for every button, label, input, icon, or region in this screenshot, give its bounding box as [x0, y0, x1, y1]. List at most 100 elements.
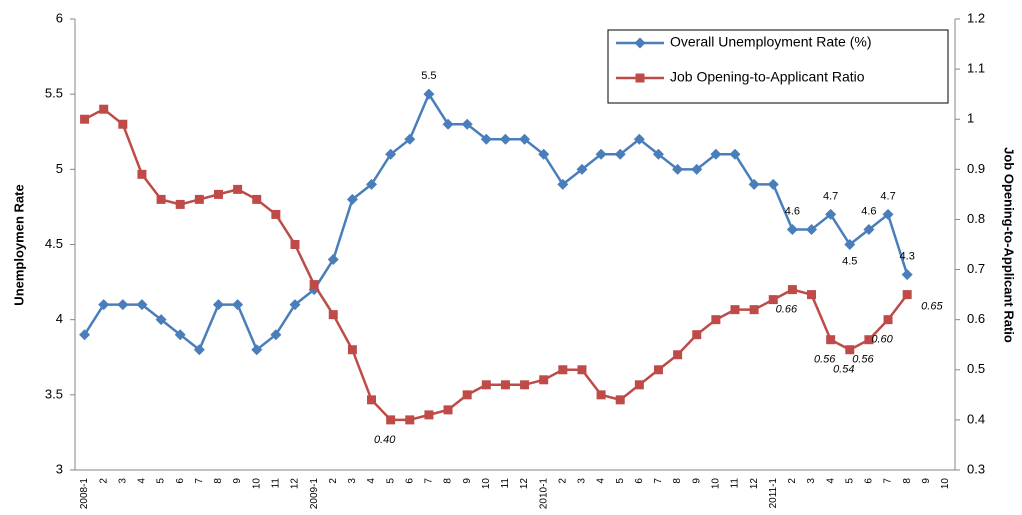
data-point	[80, 114, 90, 124]
x-tick-label: 4	[137, 478, 148, 484]
data-point	[233, 184, 243, 194]
x-tick-label: 8	[213, 478, 224, 484]
y-tick-label: 4	[56, 311, 63, 326]
x-tick-label: 3	[806, 478, 817, 484]
data-label: 4.5	[842, 255, 857, 267]
data-point	[98, 299, 110, 311]
data-point	[767, 178, 779, 190]
data-point	[346, 193, 358, 205]
data-point	[577, 365, 587, 375]
data-point	[442, 118, 454, 130]
x-tick-label: 10	[711, 478, 722, 490]
x-tick-label: 9	[691, 478, 702, 484]
x-tick-label: 2	[328, 478, 339, 484]
data-point	[118, 119, 128, 129]
data-label: 4.6	[861, 205, 876, 217]
y2-tick-label: 0.6	[967, 311, 985, 326]
data-point	[883, 315, 893, 325]
data-point	[347, 345, 357, 355]
y-tick-label: 5.5	[45, 86, 63, 101]
data-point	[117, 299, 129, 311]
data-point	[423, 88, 435, 100]
data-point	[844, 239, 856, 250]
x-tick-label: 4	[366, 478, 377, 484]
data-point	[79, 329, 91, 341]
data-point	[309, 280, 319, 290]
legend-label: Job Opening-to-Applicant Ratio	[670, 69, 865, 85]
data-point	[500, 380, 510, 390]
data-label: 4.7	[880, 190, 895, 202]
x-tick-label: 6	[175, 478, 186, 484]
x-tick-label: 5	[844, 478, 855, 484]
legend-marker	[634, 37, 646, 49]
data-point	[673, 350, 683, 360]
y-tick-label: 5	[56, 161, 63, 176]
x-tick-label: 9	[462, 478, 473, 484]
data-point	[730, 305, 740, 315]
data-point	[175, 199, 185, 209]
data-point	[539, 375, 549, 385]
x-tick-label: 8	[902, 478, 913, 484]
data-point	[595, 148, 607, 160]
x-tick-label: 7	[883, 478, 894, 484]
data-point	[652, 148, 664, 160]
x-tick-label: 2011-1	[768, 478, 779, 509]
data-point	[404, 133, 416, 145]
data-label: 0.66	[776, 304, 798, 316]
x-tick-label: 10	[940, 478, 951, 490]
data-label: 0.54	[833, 364, 854, 376]
x-tick-label: 5	[156, 478, 167, 484]
data-point	[156, 194, 166, 204]
data-label: 4.7	[823, 190, 838, 202]
data-point	[137, 169, 147, 179]
data-point	[786, 223, 798, 235]
data-point	[289, 299, 301, 311]
x-tick-label: 6	[864, 478, 875, 484]
x-tick-label: 6	[404, 478, 415, 484]
data-point	[462, 390, 472, 400]
data-point	[825, 208, 837, 220]
x-tick-label: 8	[672, 478, 683, 484]
y2-tick-label: 0.3	[967, 461, 985, 476]
x-tick-label: 10	[481, 478, 492, 490]
data-point	[576, 163, 588, 175]
data-point	[557, 178, 569, 190]
data-point	[538, 148, 550, 160]
y2-tick-label: 1.1	[967, 61, 985, 76]
legend-label: Overall Unemployment Rate (%)	[670, 34, 872, 50]
data-point	[826, 335, 836, 345]
data-point	[748, 178, 760, 190]
data-label: 4.3	[900, 250, 915, 262]
data-point	[863, 223, 875, 235]
y2-tick-label: 1	[967, 111, 974, 126]
data-point	[367, 395, 377, 405]
data-point	[807, 290, 817, 300]
data-point	[729, 148, 741, 160]
x-tick-label: 12	[290, 478, 301, 490]
data-point	[882, 208, 894, 220]
data-point	[327, 254, 339, 266]
x-tick-label: 12	[749, 478, 760, 490]
data-point	[424, 410, 434, 420]
y2-tick-label: 1.2	[967, 10, 985, 25]
data-point	[633, 133, 645, 145]
x-tick-label: 10	[251, 478, 262, 490]
data-point	[252, 194, 262, 204]
data-point	[596, 390, 606, 400]
data-point	[232, 299, 244, 311]
y-tick-label: 3	[56, 461, 63, 476]
data-point	[251, 344, 263, 356]
x-tick-label: 4	[825, 478, 836, 484]
data-point	[902, 290, 912, 300]
x-tick-label: 7	[653, 478, 664, 484]
data-point	[366, 178, 378, 190]
data-point	[672, 163, 684, 175]
data-point	[711, 315, 721, 325]
data-point	[691, 163, 703, 175]
data-point	[212, 299, 224, 311]
x-tick-label: 2009-1	[309, 478, 320, 510]
series-line	[83, 107, 909, 422]
x-tick-label: 3	[117, 478, 128, 484]
data-point	[385, 148, 397, 160]
y-tick-label: 3.5	[45, 386, 63, 401]
